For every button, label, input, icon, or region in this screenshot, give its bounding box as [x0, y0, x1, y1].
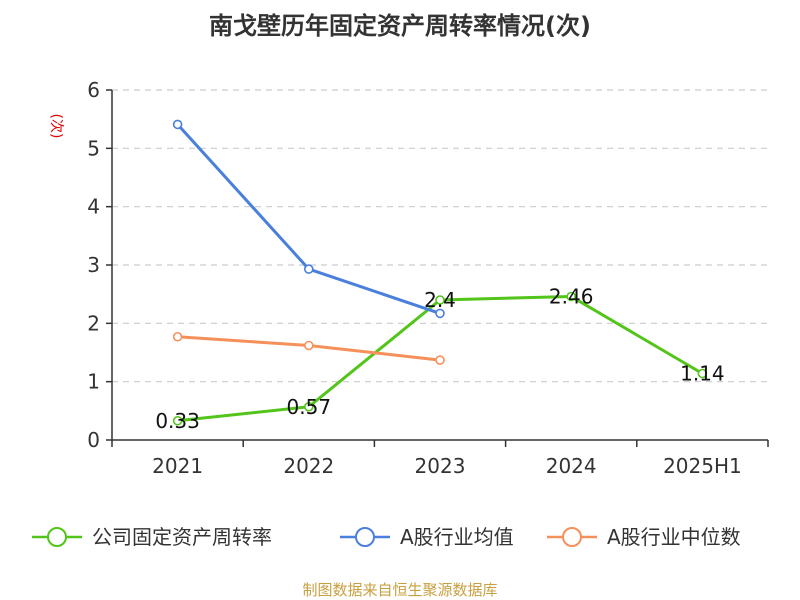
data-label: 0.57 — [287, 395, 332, 419]
chart-title: 南戈壁历年固定资产周转率情况(次) — [209, 12, 591, 40]
x-tick-label: 2021 — [152, 454, 203, 478]
legend-marker — [562, 527, 582, 547]
axes: 0 1 2 3 4 5 6 2021 2022 2023 2024 2025H1 — [87, 78, 769, 478]
x-tick-label: 2022 — [283, 454, 334, 478]
data-label: 2.4 — [424, 288, 456, 312]
data-labels: 0.33 0.57 2.4 2.46 1.14 — [155, 285, 724, 433]
x-tick-label: 2024 — [546, 454, 597, 478]
y-tick-label: 4 — [87, 195, 100, 219]
data-point — [303, 401, 314, 412]
legend-label: 公司固定资产周转率 — [92, 525, 272, 549]
y-tick-label: 1 — [87, 370, 100, 394]
legend: 公司固定资产周转率 A股行业均值 A股行业中位数 — [32, 525, 741, 549]
data-point — [172, 415, 183, 426]
y-tick-label: 5 — [87, 136, 100, 160]
legend-marker — [47, 527, 67, 547]
y-tick-label: 3 — [87, 253, 100, 277]
x-tick-label: 2025H1 — [663, 454, 742, 478]
source-note: 制图数据来自恒生聚源数据库 — [302, 581, 497, 599]
data-point — [435, 355, 445, 365]
data-point — [303, 340, 314, 351]
legend-marker — [355, 527, 375, 547]
data-point — [435, 295, 445, 305]
legend-label: A股行业中位数 — [607, 525, 741, 549]
data-label: 1.14 — [680, 362, 725, 386]
series-layer — [172, 119, 708, 426]
data-point — [172, 119, 183, 130]
data-point — [303, 264, 314, 274]
data-label: 0.33 — [155, 409, 200, 433]
data-point — [172, 331, 183, 342]
data-point — [697, 368, 708, 379]
y-tick-label: 0 — [87, 428, 100, 452]
data-point — [566, 291, 577, 302]
y-axis-label: (次) — [48, 114, 64, 139]
x-tick-label: 2023 — [415, 454, 466, 478]
data-label: 2.46 — [549, 285, 594, 309]
data-point — [435, 308, 445, 319]
series-line-industry-mean — [176, 123, 441, 315]
y-tick-label: 6 — [87, 78, 100, 102]
y-tick-label: 2 — [87, 311, 100, 335]
legend-label: A股行业均值 — [400, 525, 514, 549]
